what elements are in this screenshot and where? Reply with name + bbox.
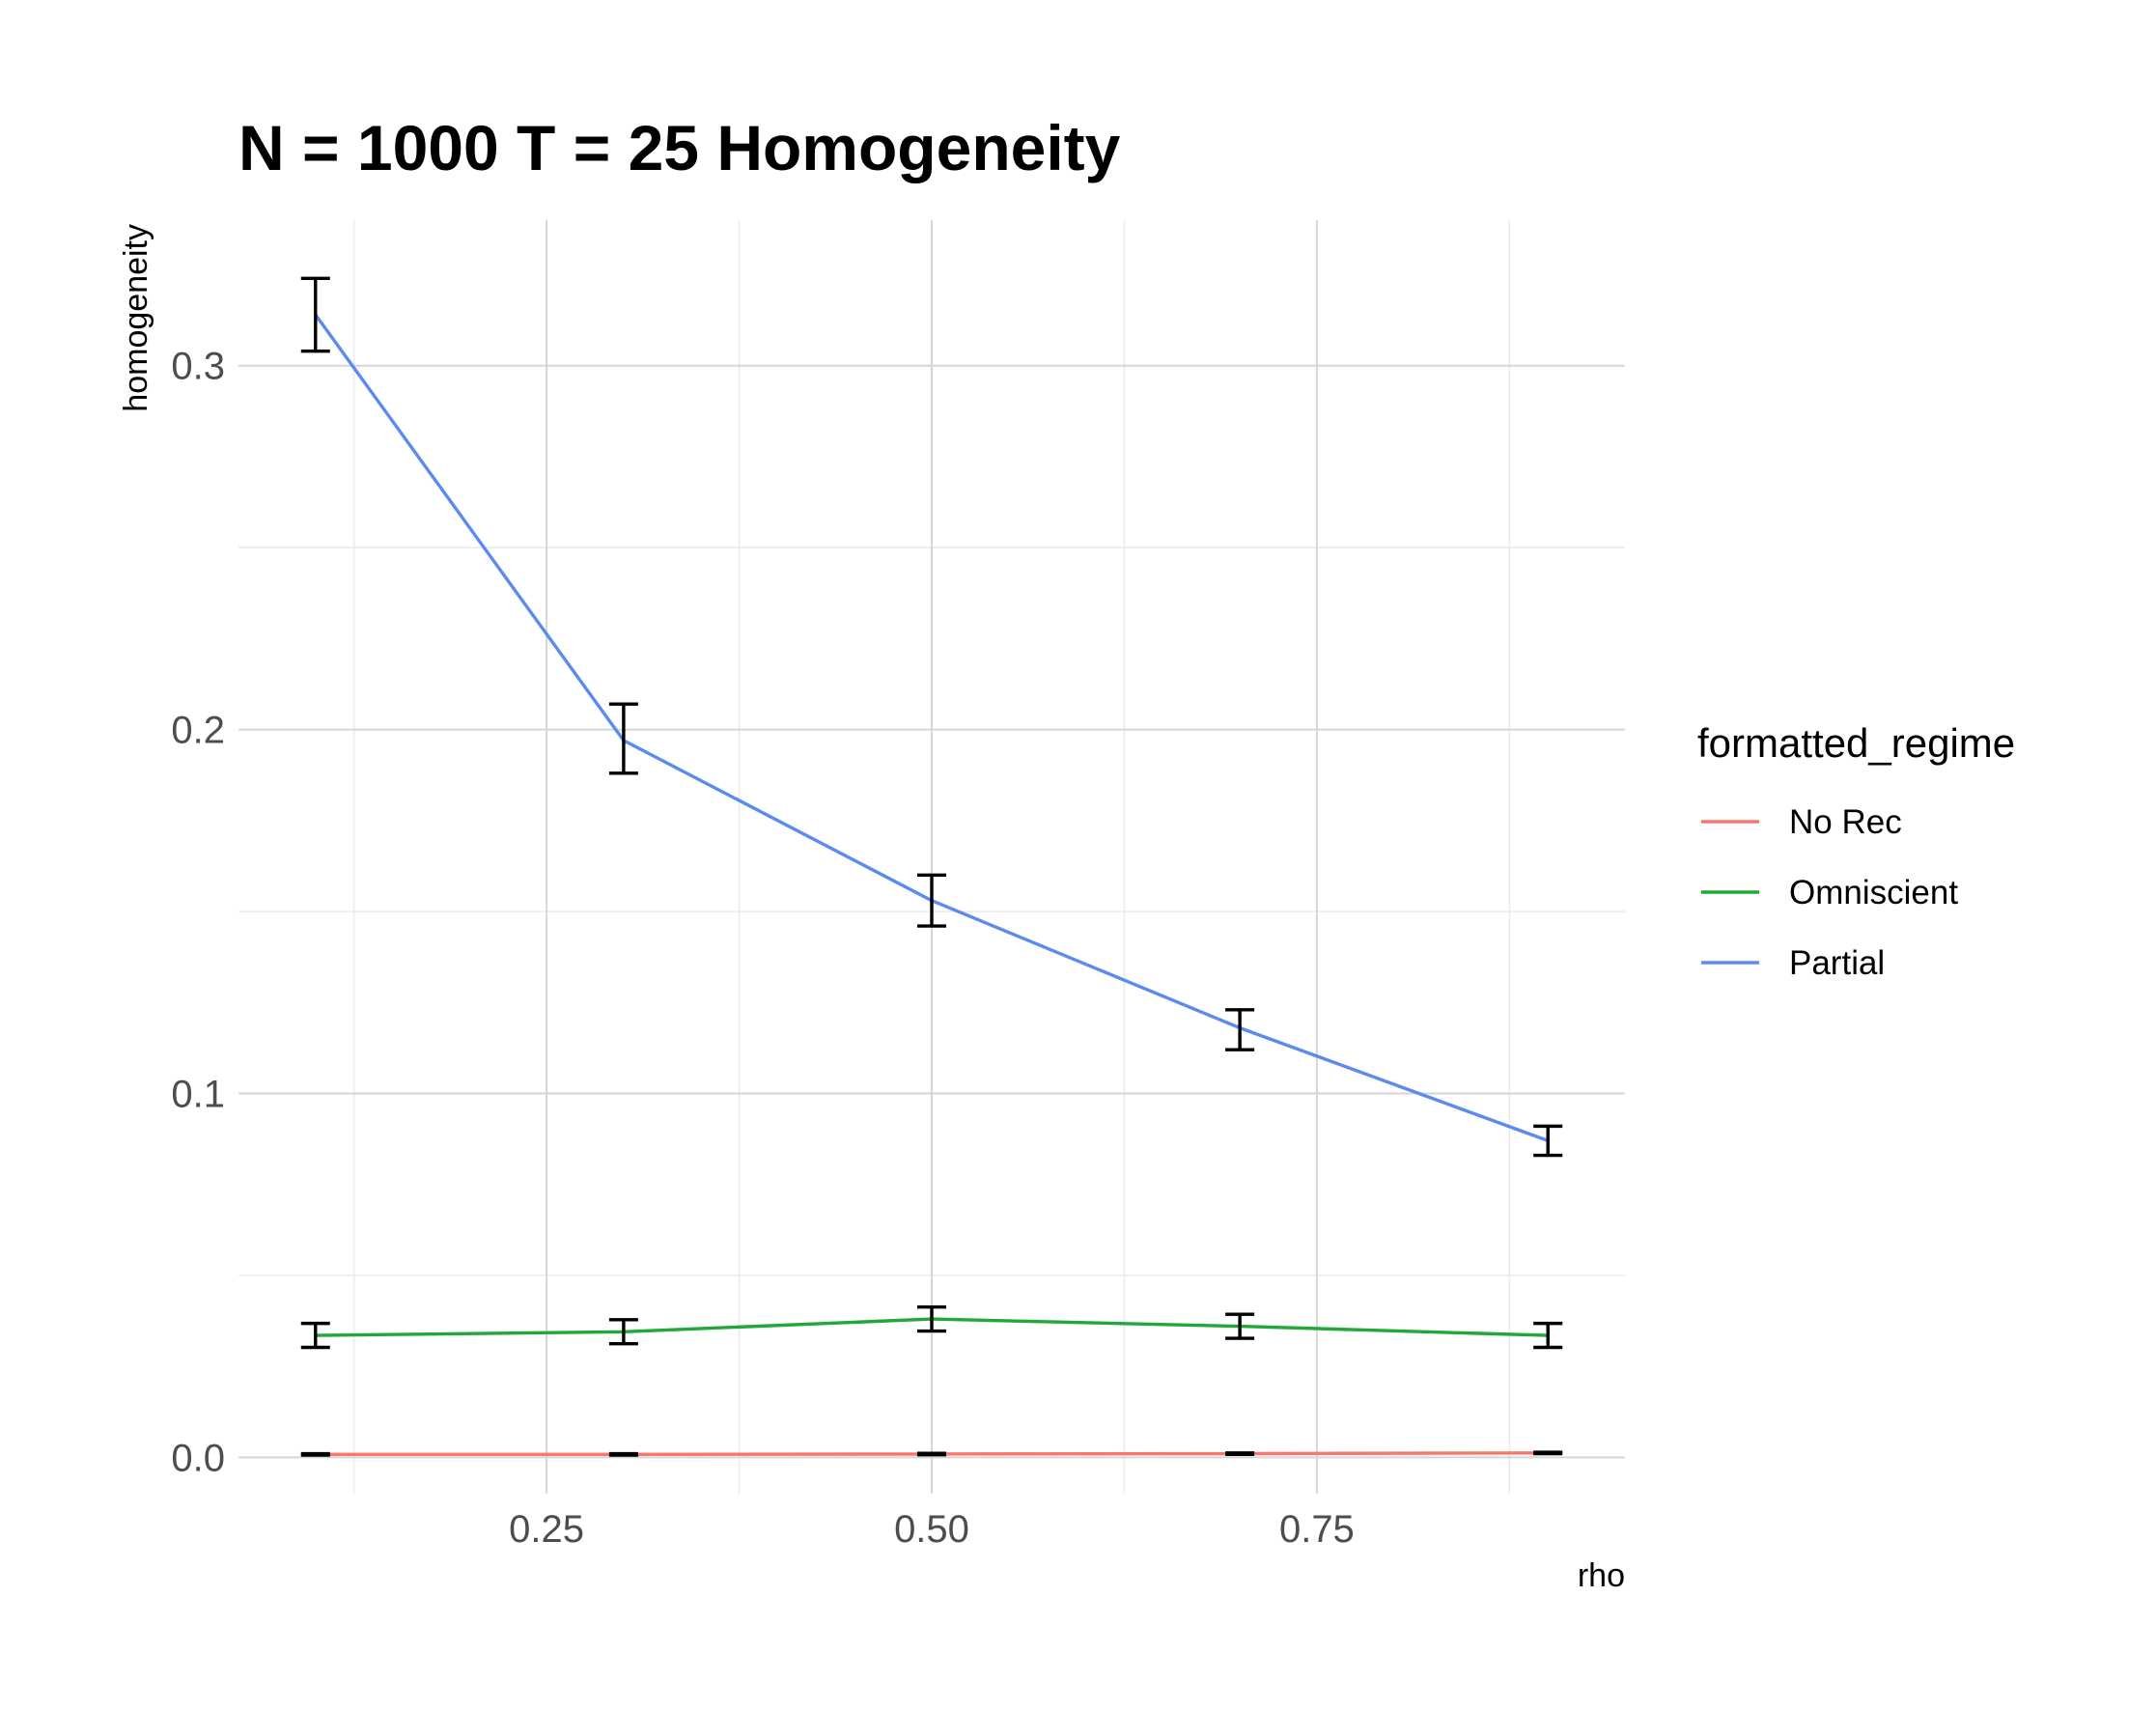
legend-label-omniscient: Omniscient	[1789, 874, 1958, 911]
error-bar-omniscient	[1225, 1312, 1255, 1340]
legend-title: formatted_regime	[1697, 720, 2015, 766]
y-axis-label: homogeneity	[118, 224, 154, 412]
error-bar-no-rec	[608, 1451, 638, 1457]
legend: formatted_regime No Rec Omniscient Partial	[1697, 720, 2015, 982]
x-axis-label: rho	[1578, 1557, 1625, 1594]
x-tick-label: 0.25	[509, 1508, 584, 1551]
chart-title: N = 1000 T = 25 Homogeneity	[238, 112, 1121, 183]
y-tick-label: 0.3	[171, 346, 225, 388]
error-bar-partial	[1533, 1124, 1563, 1158]
legend-item-no-rec: No Rec	[1701, 803, 1902, 841]
y-tick-label: 0.2	[171, 710, 225, 752]
x-axis-ticks: 0.25 0.50 0.75	[509, 1508, 1355, 1551]
y-axis-ticks: 0.0 0.1 0.2 0.3	[171, 346, 225, 1480]
error-bar-no-rec	[300, 1451, 330, 1457]
error-bar-partial	[300, 276, 330, 353]
legend-label-partial: Partial	[1789, 944, 1885, 982]
legend-items: No Rec Omniscient Partial	[1701, 803, 1958, 982]
error-bar-omniscient	[1533, 1321, 1563, 1350]
error-bar-no-rec	[1225, 1451, 1255, 1456]
grid	[238, 220, 1625, 1494]
error-bar-omniscient	[300, 1321, 330, 1350]
error-bar-no-rec	[1533, 1450, 1563, 1456]
legend-item-partial: Partial	[1701, 944, 1885, 982]
error-bar-partial	[608, 702, 638, 775]
error-bar-omniscient	[917, 1304, 946, 1333]
error-bar-partial	[1225, 1008, 1255, 1051]
x-tick-label: 0.75	[1279, 1508, 1355, 1551]
error-bar-omniscient	[608, 1318, 638, 1346]
y-tick-label: 0.1	[171, 1073, 225, 1115]
y-tick-label: 0.0	[171, 1437, 225, 1479]
error-bars	[300, 276, 1563, 1457]
error-bar-no-rec	[917, 1451, 946, 1457]
error-bar-partial	[917, 873, 946, 928]
x-tick-label: 0.50	[894, 1508, 969, 1551]
legend-item-omniscient: Omniscient	[1701, 874, 1958, 911]
legend-label-no-rec: No Rec	[1789, 803, 1902, 841]
